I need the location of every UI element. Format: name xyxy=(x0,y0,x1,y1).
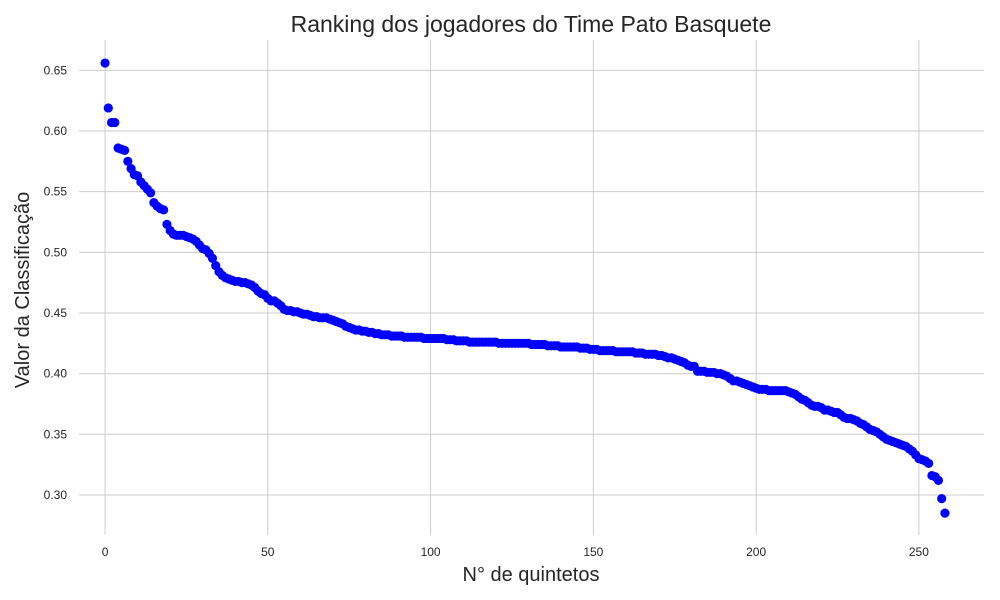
y-tick-label: 0.40 xyxy=(44,367,68,381)
y-tick-label: 0.60 xyxy=(44,124,68,138)
y-tick-label: 0.30 xyxy=(44,488,68,502)
data-point xyxy=(100,58,110,68)
data-point xyxy=(119,145,130,156)
y-tick-label: 0.55 xyxy=(44,185,68,199)
y-tick-label: 0.35 xyxy=(44,427,68,441)
data-point xyxy=(933,475,944,486)
x-axis-label: N° de quintetos xyxy=(463,564,600,586)
y-tick-labels: 0.30 0.35 0.40 0.45 0.50 0.55 0.60 0.65 xyxy=(44,63,68,502)
data-point xyxy=(940,508,950,518)
y-tick-label: 0.45 xyxy=(44,306,68,320)
data-point xyxy=(207,253,218,263)
data-point xyxy=(159,205,169,215)
y-tick-label: 0.50 xyxy=(44,245,68,259)
x-tick-label: 0 xyxy=(102,545,109,559)
y-tick-label: 0.65 xyxy=(44,63,68,77)
x-tick-labels: 0 50 100 150 200 250 xyxy=(102,545,930,559)
data-point xyxy=(123,156,133,166)
x-tick-label: 200 xyxy=(746,545,766,559)
x-tick-label: 250 xyxy=(909,545,929,559)
data-point xyxy=(103,103,113,113)
data-point xyxy=(937,494,947,504)
grid-lines xyxy=(79,40,984,535)
data-point xyxy=(924,458,934,469)
chart-title: Ranking dos jogadores do Time Pato Basqu… xyxy=(291,11,772,37)
x-tick-label: 100 xyxy=(421,545,441,559)
data-point xyxy=(110,117,120,128)
x-tick-label: 150 xyxy=(583,545,603,559)
data-points xyxy=(100,58,950,518)
y-axis-label: Valor da Classificação xyxy=(12,192,34,388)
data-point xyxy=(146,188,156,198)
x-tick-label: 50 xyxy=(261,545,275,559)
